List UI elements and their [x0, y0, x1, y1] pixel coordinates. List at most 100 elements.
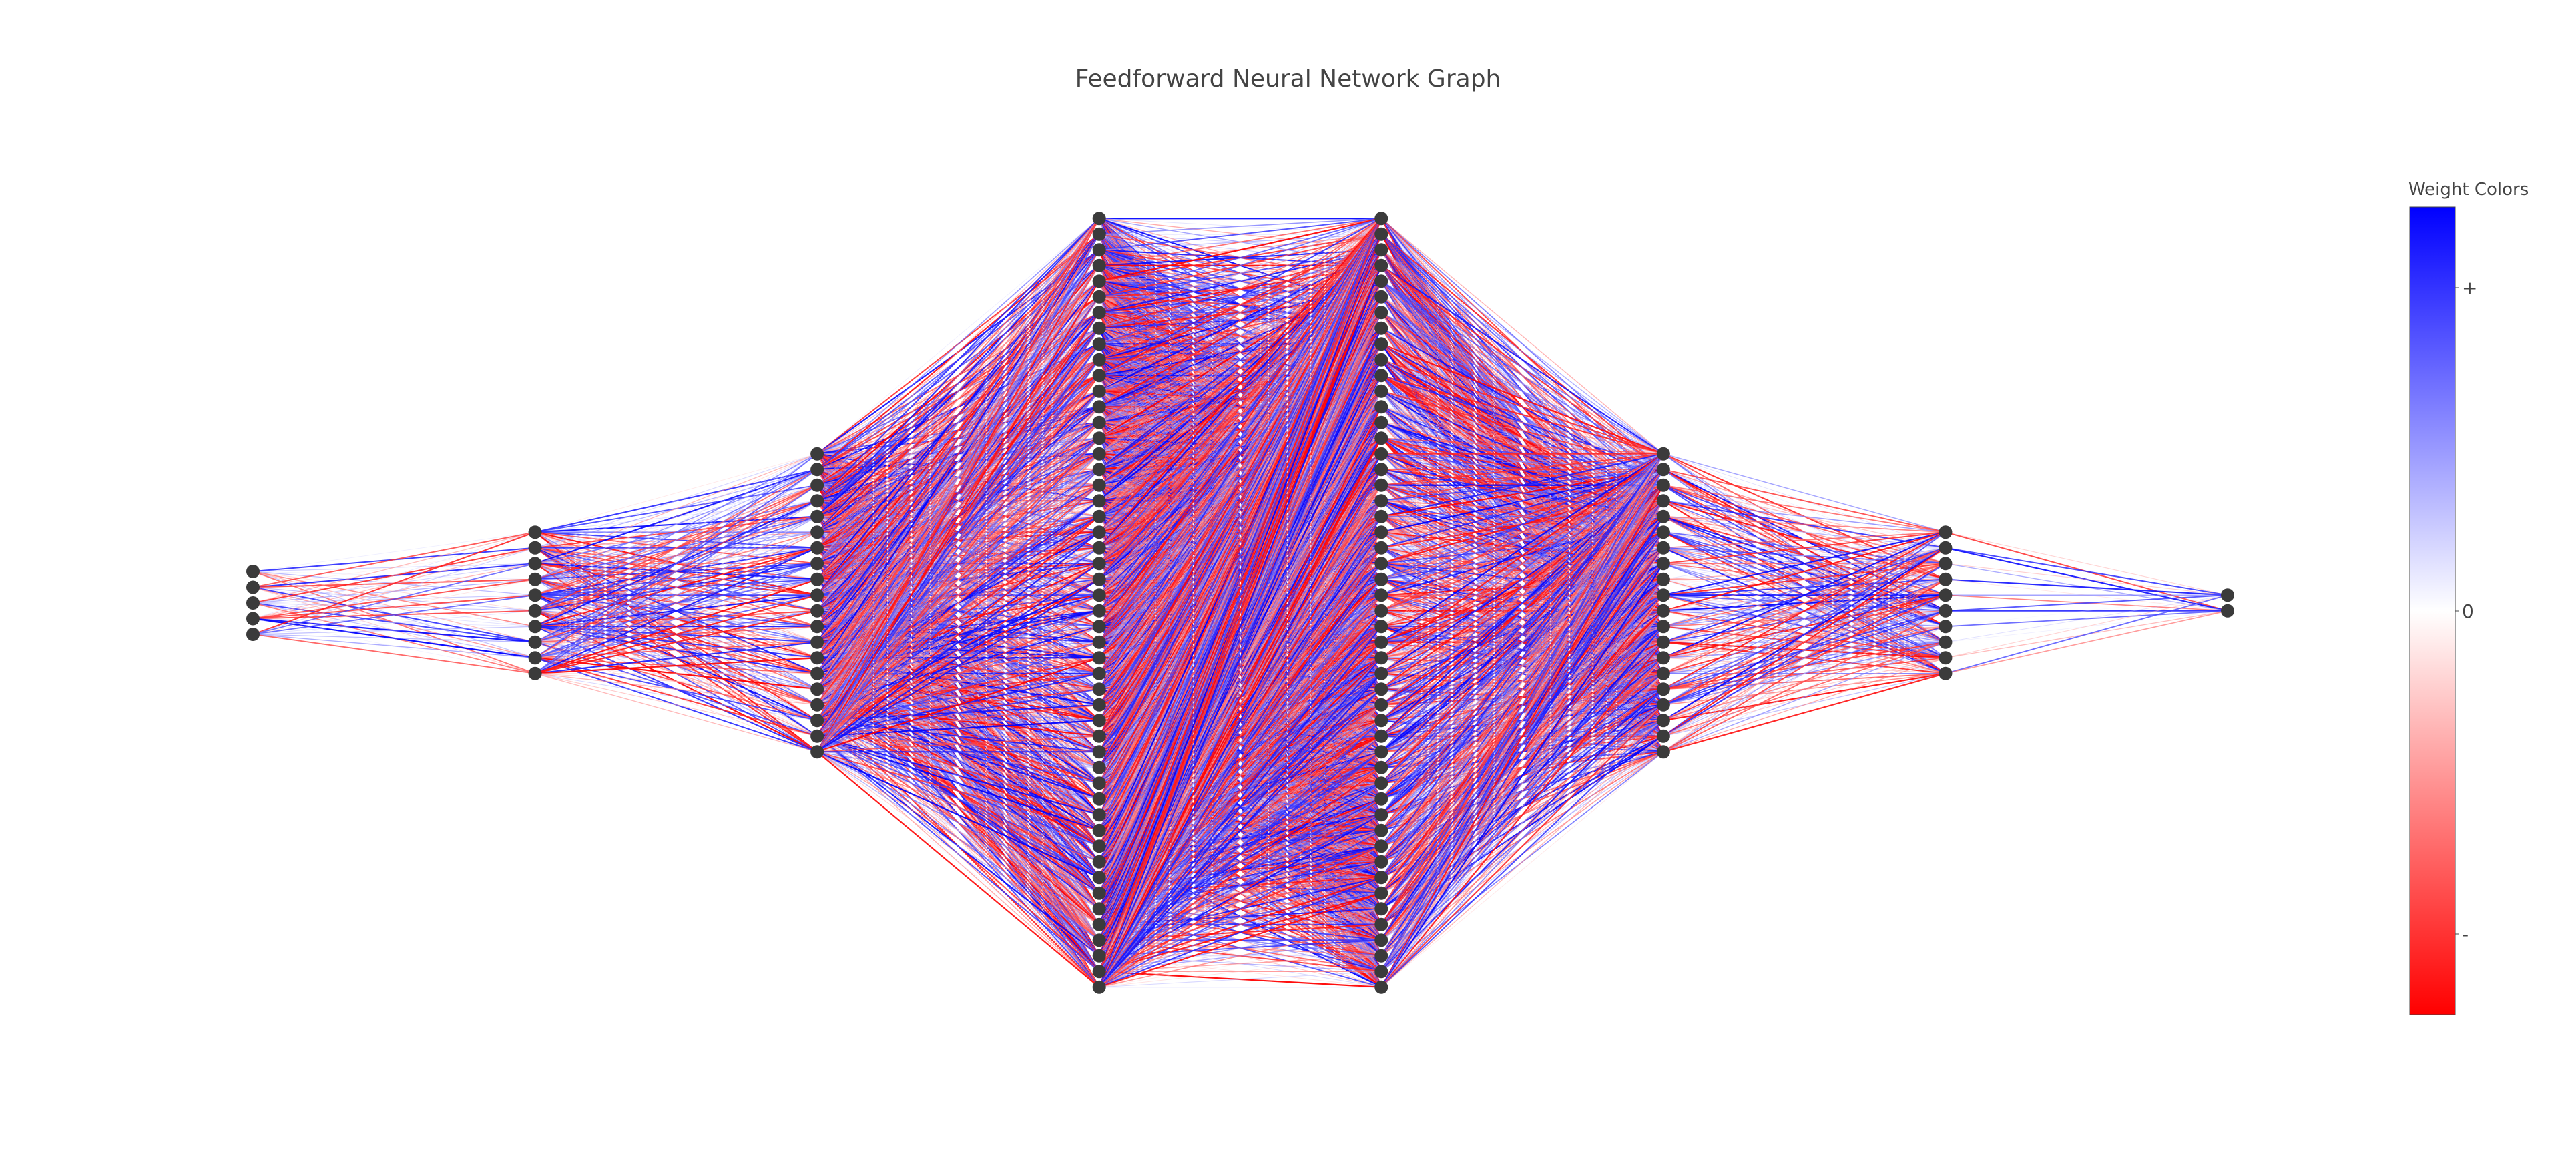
- weight-edge: [816, 312, 1100, 752]
- weight-edge: [1098, 218, 1382, 721]
- weight-edge: [1099, 218, 1382, 486]
- weight-edge: [1945, 531, 2228, 596]
- weight-edge: [816, 218, 1100, 580]
- weight-edge: [1099, 218, 1382, 344]
- weight-edge: [535, 531, 818, 674]
- weight-edge: [816, 218, 1099, 455]
- neuron-node: [246, 628, 260, 641]
- weight-edge: [816, 531, 1100, 753]
- weight-edge: [252, 531, 535, 619]
- weight-edge: [1099, 218, 1382, 235]
- weight-edge: [816, 218, 1100, 564]
- weight-edge: [1099, 218, 1382, 377]
- weight-edge: [1945, 563, 2228, 596]
- weight-edge: [535, 516, 818, 674]
- weight-edge: [816, 249, 1100, 752]
- weight-edge: [252, 547, 535, 604]
- weight-edge: [1663, 657, 1946, 752]
- weight-edge: [1945, 547, 2228, 596]
- weight-edge: [535, 453, 818, 674]
- weight-edge: [1099, 218, 1382, 314]
- weight-edge: [816, 218, 1100, 690]
- weight-edge: [1099, 218, 1382, 298]
- weight-edge: [1663, 626, 1946, 752]
- weight-edge: [816, 218, 1100, 737]
- neuron-node: [528, 541, 542, 555]
- weight-edge: [816, 218, 1100, 752]
- weight-edge: [817, 735, 1099, 753]
- weight-edge: [535, 469, 818, 674]
- weight-edge: [252, 531, 535, 572]
- weight-edge: [816, 751, 1100, 894]
- weight-edge: [535, 673, 818, 690]
- neuron-node: [810, 572, 824, 586]
- weight-edge: [1098, 218, 1382, 737]
- weight-edge: [816, 751, 1100, 925]
- weight-edge: [535, 673, 818, 752]
- weight-edge: [535, 626, 818, 674]
- weight-edge: [1945, 594, 2228, 643]
- neuron-node: [810, 478, 824, 492]
- weight-edge: [535, 469, 818, 612]
- neuron-node: [810, 509, 824, 523]
- neuron-node: [528, 635, 542, 649]
- weight-edge: [817, 751, 1099, 800]
- neuron-node: [810, 494, 824, 508]
- weight-edge: [816, 751, 1099, 831]
- weight-edge: [252, 634, 535, 674]
- weight-edge: [252, 634, 535, 643]
- weight-edge: [816, 469, 1100, 752]
- weight-edge: [535, 453, 818, 580]
- neuron-node: [246, 580, 260, 594]
- weight-edge: [252, 531, 535, 635]
- weight-edge: [1098, 218, 1382, 643]
- weight-edge: [535, 673, 818, 737]
- weight-edge: [535, 673, 818, 721]
- weight-edge: [816, 422, 1100, 752]
- weight-edge: [1099, 218, 1382, 329]
- weight-edge: [535, 657, 818, 674]
- weight-edge: [535, 563, 818, 674]
- weight-edge: [816, 594, 1099, 752]
- weight-edge: [535, 578, 818, 674]
- weight-edge: [252, 531, 535, 588]
- weight-edge: [816, 218, 1100, 643]
- weight-edge: [535, 453, 818, 658]
- weight-edge: [817, 688, 1099, 752]
- weight-edge: [1099, 218, 1382, 612]
- weight-edge: [1945, 610, 2228, 674]
- weight-edge: [816, 610, 1100, 752]
- weight-edge: [1098, 218, 1382, 580]
- weight-edge: [1945, 594, 2228, 658]
- weight-edge: [535, 469, 818, 628]
- weight-edge: [816, 218, 1100, 596]
- neuron-node: [246, 596, 260, 610]
- weight-edge: [817, 704, 1099, 752]
- weight-edge: [816, 234, 1100, 752]
- neuron-node: [528, 557, 542, 571]
- weight-edge: [816, 218, 1100, 721]
- weight-edge: [816, 578, 1100, 753]
- neuron-node: [246, 565, 260, 578]
- neuron-node: [528, 588, 542, 602]
- weight-edge: [1099, 218, 1382, 423]
- weight-edge: [252, 594, 535, 620]
- weight-edge: [1098, 218, 1382, 627]
- weight-edge: [817, 751, 1099, 784]
- weight-edge: [816, 234, 1100, 690]
- weight-edge: [816, 343, 1100, 752]
- weight-edge: [816, 375, 1100, 752]
- weight-edge: [535, 594, 818, 674]
- neuron-node: [528, 620, 542, 634]
- neuron-node: [810, 463, 824, 477]
- weight-edge: [1099, 218, 1382, 266]
- weight-edge: [535, 453, 818, 627]
- weight-edge: [817, 751, 1099, 815]
- neuron-node: [528, 604, 542, 618]
- neuron-node: [810, 525, 824, 539]
- weight-edge: [535, 453, 818, 564]
- neuron-node: [810, 604, 824, 618]
- weight-edge: [535, 500, 818, 674]
- weight-edge: [816, 391, 1100, 752]
